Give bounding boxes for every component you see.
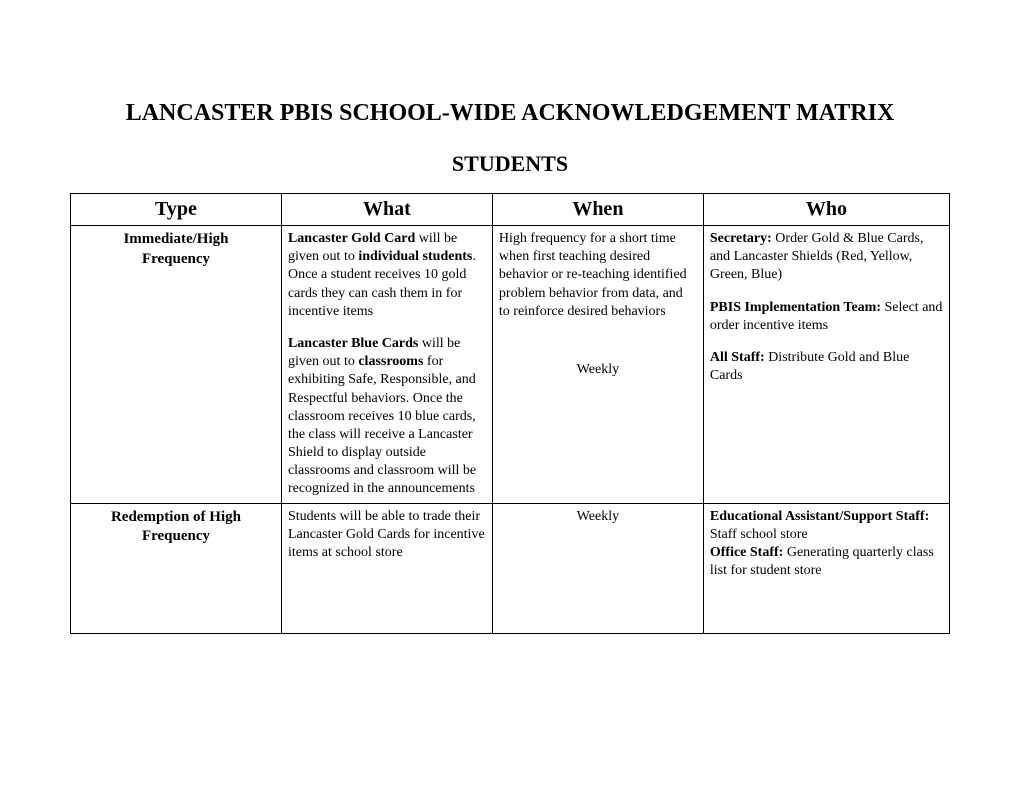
cell-who: Educational Assistant/Support Staff: Sta… xyxy=(703,503,949,633)
bold-text: Lancaster Gold Card xyxy=(288,231,415,246)
header-what: What xyxy=(281,194,492,226)
type-line2: Frequency xyxy=(142,528,210,544)
when-para1: High frequency for a short time when fir… xyxy=(499,230,697,321)
cell-type: Immediate/High Frequency xyxy=(71,226,282,504)
what-para2: Lancaster Blue Cards will be given out t… xyxy=(288,335,486,499)
header-who: Who xyxy=(703,194,949,226)
what-para1: Lancaster Gold Card will be given out to… xyxy=(288,230,486,321)
who-para2: Office Staff: Generating quarterly class… xyxy=(710,544,943,580)
type-line1: Immediate/High xyxy=(123,231,228,247)
cell-when: High frequency for a short time when fir… xyxy=(492,226,703,504)
cell-who: Secretary: Order Gold & Blue Cards, and … xyxy=(703,226,949,504)
when-para: Weekly xyxy=(499,508,697,526)
text: for exhibiting Safe, Responsible, and Re… xyxy=(288,354,476,496)
cell-type: Redemption of High Frequency xyxy=(71,503,282,633)
header-type: Type xyxy=(71,194,282,226)
page-title-main: LANCASTER PBIS SCHOOL-WIDE ACKNOWLEDGEME… xyxy=(70,100,950,127)
page-title-sub: STUDENTS xyxy=(70,151,950,177)
when-para2: Weekly xyxy=(499,361,697,379)
who-para2: PBIS Implementation Team: Select and ord… xyxy=(710,299,943,335)
header-when: When xyxy=(492,194,703,226)
bold-text: Educational Assistant/Support Staff: xyxy=(710,509,929,524)
bold-text: classrooms xyxy=(358,354,423,369)
table-row: Redemption of High Frequency Students wi… xyxy=(71,503,950,633)
type-line2: Frequency xyxy=(142,251,210,267)
bold-text: Secretary: xyxy=(710,231,772,246)
bold-text: Lancaster Blue Cards xyxy=(288,336,418,351)
bold-text: All Staff: xyxy=(710,350,765,365)
who-para1: Educational Assistant/Support Staff: Sta… xyxy=(710,508,943,544)
bold-text: Office Staff: xyxy=(710,545,783,560)
matrix-table: Type What When Who Immediate/High Freque… xyxy=(70,193,950,634)
text: Staff school store xyxy=(710,527,808,542)
cell-when: Weekly xyxy=(492,503,703,633)
bold-text: individual students xyxy=(358,249,472,264)
cell-what: Students will be able to trade their Lan… xyxy=(281,503,492,633)
who-para1: Secretary: Order Gold & Blue Cards, and … xyxy=(710,230,943,285)
bold-text: PBIS Implementation Team: xyxy=(710,300,881,315)
cell-what: Lancaster Gold Card will be given out to… xyxy=(281,226,492,504)
table-header-row: Type What When Who xyxy=(71,194,950,226)
table-row: Immediate/High Frequency Lancaster Gold … xyxy=(71,226,950,504)
type-line1: Redemption of High xyxy=(111,509,241,525)
who-para3: All Staff: Distribute Gold and Blue Card… xyxy=(710,349,943,385)
what-para: Students will be able to trade their Lan… xyxy=(288,508,486,563)
